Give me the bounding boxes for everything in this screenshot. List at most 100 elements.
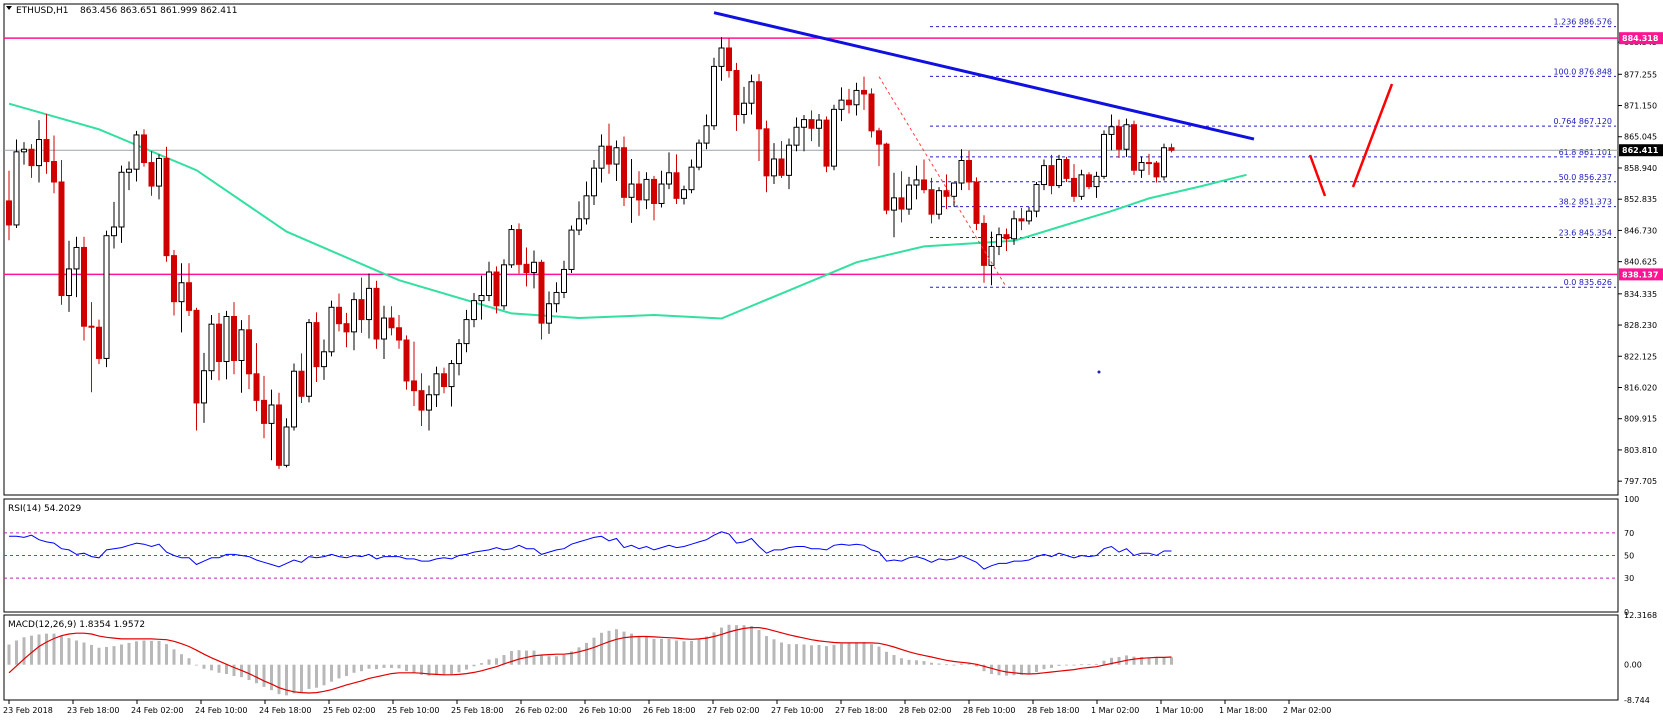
price-tick-label: 828.230 bbox=[1624, 321, 1657, 330]
candle-body bbox=[73, 246, 80, 270]
macd-histogram-bar bbox=[982, 664, 986, 672]
macd-histogram-bar bbox=[307, 664, 311, 689]
candle-body bbox=[231, 316, 237, 361]
candle-body bbox=[576, 218, 582, 231]
macd-histogram-bar bbox=[480, 663, 483, 665]
candle-body bbox=[253, 373, 260, 401]
candle-body bbox=[928, 189, 935, 215]
candle-body bbox=[21, 148, 27, 153]
macd-histogram-bar bbox=[232, 664, 236, 677]
candle-body bbox=[186, 282, 192, 311]
macd-histogram-bar bbox=[547, 656, 551, 665]
candle-body bbox=[1123, 124, 1130, 150]
macd-histogram-bar bbox=[390, 664, 393, 668]
candle-body bbox=[921, 179, 927, 191]
candle-body bbox=[366, 287, 372, 321]
macd-histogram-bar bbox=[900, 658, 903, 665]
macd-histogram-bar bbox=[1170, 657, 1173, 665]
candle-body bbox=[58, 181, 65, 297]
macd-histogram-bar bbox=[735, 625, 738, 665]
macd-histogram-bar bbox=[180, 654, 183, 665]
candle-body bbox=[66, 268, 72, 297]
candle-body bbox=[1153, 162, 1160, 178]
candle-body bbox=[298, 370, 305, 397]
macd-histogram-bar bbox=[45, 633, 48, 665]
macd-histogram-bar bbox=[217, 664, 221, 673]
macd-histogram-bar bbox=[7, 644, 11, 665]
macd-histogram-bar bbox=[517, 650, 521, 665]
candle-body bbox=[426, 394, 432, 411]
macd-histogram-bar bbox=[420, 664, 423, 675]
up-projection-line bbox=[1351, 83, 1394, 188]
macd-histogram-bar bbox=[705, 636, 708, 665]
macd-histogram-bar bbox=[472, 664, 476, 667]
candle-body bbox=[666, 172, 672, 185]
macd-histogram-bar bbox=[457, 664, 461, 673]
macd-histogram-bar bbox=[540, 654, 543, 665]
candle-body bbox=[96, 326, 102, 359]
fibonacci-levels: 1.236 886.576 100.0 876.848 0.764 867.120 6… bbox=[930, 18, 1616, 288]
candle-body bbox=[943, 190, 950, 197]
macd-histogram-bar bbox=[967, 663, 971, 665]
macd-histogram-bar bbox=[210, 664, 213, 671]
candle-body bbox=[396, 327, 402, 341]
candle-body bbox=[381, 317, 387, 340]
macd-histogram-bar bbox=[1140, 657, 1143, 665]
macd-histogram-bar bbox=[1102, 660, 1106, 665]
macd-histogram-bar bbox=[1042, 664, 1046, 670]
candle-body bbox=[546, 303, 552, 324]
candle-body bbox=[861, 89, 867, 95]
rsi-axis-label: 70 bbox=[1624, 529, 1634, 538]
candle-body bbox=[448, 363, 455, 388]
candle-body bbox=[643, 178, 650, 201]
time-tick-label: 24 Feb 10:00 bbox=[195, 706, 247, 715]
level-low-label: 838.137 bbox=[1622, 270, 1658, 279]
candle-body bbox=[283, 426, 290, 466]
macd-histogram-bar bbox=[142, 640, 146, 665]
candle-body bbox=[658, 183, 665, 204]
time-tick-label: 26 Feb 10:00 bbox=[579, 706, 631, 715]
macd-histogram-bar bbox=[660, 638, 663, 665]
macd-histogram-bar bbox=[810, 645, 813, 665]
macd-histogram-bar bbox=[300, 664, 303, 693]
macd-histogram-bar bbox=[622, 631, 626, 665]
candle-body bbox=[801, 119, 807, 128]
candle-body bbox=[43, 139, 50, 163]
candle-body bbox=[988, 245, 995, 266]
candle-body bbox=[486, 271, 492, 297]
fib-label: 100.0 876.848 bbox=[1553, 67, 1612, 76]
candle-body bbox=[313, 322, 320, 368]
macd-histogram-bar bbox=[645, 636, 648, 665]
macd-histogram-bar bbox=[1005, 664, 1008, 676]
candle-body bbox=[951, 182, 957, 197]
macd-histogram-bar bbox=[352, 664, 356, 673]
macd-histogram-bar bbox=[262, 664, 266, 687]
macd-histogram-bar bbox=[532, 650, 536, 665]
macd-histogram-bar bbox=[990, 664, 993, 674]
candle-body bbox=[853, 89, 860, 106]
candles bbox=[6, 37, 1175, 469]
macd-histogram-bar bbox=[720, 627, 723, 665]
macd-histogram-bar bbox=[750, 625, 753, 665]
fib-label: 38.2 851.373 bbox=[1559, 198, 1612, 207]
macd-histogram-bar bbox=[270, 664, 273, 691]
macd-histogram-bar bbox=[360, 664, 363, 672]
macd-histogram-bar bbox=[555, 656, 558, 665]
price-tick-label: 852.835 bbox=[1624, 195, 1657, 204]
candle-body bbox=[621, 147, 627, 198]
rsi-axis-label: 0 bbox=[1624, 608, 1629, 617]
macd-histogram-bar bbox=[277, 664, 281, 695]
fib-label: 23.6 845.354 bbox=[1559, 228, 1612, 237]
macd-histogram-bar bbox=[915, 660, 918, 665]
macd-histogram-bar bbox=[877, 646, 881, 665]
candle-body bbox=[868, 93, 875, 132]
candle-body bbox=[321, 351, 327, 368]
main-chart-panel[interactable] bbox=[3, 3, 1619, 496]
symbol-menu-arrow-icon[interactable] bbox=[6, 6, 12, 10]
macd-histogram-bar bbox=[870, 644, 873, 665]
level-high-label-box bbox=[1619, 32, 1663, 45]
candle-body bbox=[456, 343, 462, 365]
candle-body bbox=[171, 255, 177, 303]
macd-histogram-bar bbox=[112, 646, 116, 665]
